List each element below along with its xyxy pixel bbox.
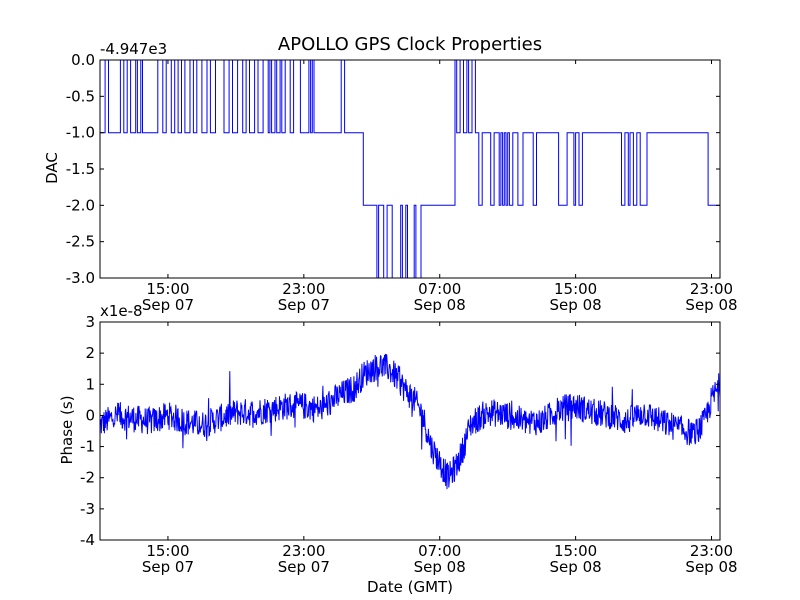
dac-ylabel: DAC bbox=[43, 152, 61, 184]
ytick-label: -2.5 bbox=[66, 233, 95, 251]
xtick-label-date: Sep 08 bbox=[414, 558, 466, 576]
xtick-label-time: 15:00 bbox=[146, 280, 189, 298]
series-line bbox=[100, 353, 720, 490]
ytick-label: -1.5 bbox=[66, 160, 95, 178]
xtick-label-time: 15:00 bbox=[554, 542, 597, 560]
phase-xlabel: Date (GMT) bbox=[367, 578, 453, 596]
xtick-label-date: Sep 08 bbox=[550, 296, 602, 314]
xtick-label-date: Sep 07 bbox=[142, 558, 194, 576]
ytick-label: -4 bbox=[80, 531, 95, 549]
ytick-label: 1 bbox=[85, 375, 95, 393]
xtick-label-date: Sep 08 bbox=[685, 558, 737, 576]
dac-offset-label: -4.947e3 bbox=[100, 40, 167, 58]
dac-plot-area bbox=[100, 60, 720, 278]
xtick-label-date: Sep 08 bbox=[685, 296, 737, 314]
ytick-label: 0 bbox=[85, 406, 95, 424]
ytick-label: 0.0 bbox=[71, 51, 95, 69]
phase-yticks: 3 2 1 0 -1 -2 -3 -4 bbox=[80, 313, 720, 549]
ytick-label: -3 bbox=[80, 500, 95, 518]
phase-ylabel: Phase (s) bbox=[58, 395, 76, 464]
ytick-label: -2 bbox=[80, 469, 95, 487]
xtick-label-date: Sep 07 bbox=[278, 296, 330, 314]
dac-axes: -4.947e3 DAC 0.0 -0.5 -1.0 -1.5 -2.0 -2.5 -3.0… bbox=[43, 40, 738, 314]
xtick-label-date: Sep 07 bbox=[278, 558, 330, 576]
ytick-label: 3 bbox=[85, 313, 95, 331]
phase-offset-label: x1e-8 bbox=[100, 302, 143, 320]
ytick-label: -1 bbox=[80, 438, 95, 456]
xtick-label-time: 23:00 bbox=[690, 280, 733, 298]
xtick-label-time: 23:00 bbox=[690, 542, 733, 560]
xtick-label-date: Sep 08 bbox=[414, 296, 466, 314]
xtick-label-date: Sep 08 bbox=[550, 558, 602, 576]
xtick-label-time: 23:00 bbox=[282, 280, 325, 298]
xtick-label-time: 07:00 bbox=[418, 280, 461, 298]
chart-title: APOLLO GPS Clock Properties bbox=[278, 34, 542, 55]
phase-plot-area bbox=[100, 353, 720, 490]
xtick-label-date: Sep 07 bbox=[142, 296, 194, 314]
xtick-label-time: 15:00 bbox=[554, 280, 597, 298]
ytick-label: -1.0 bbox=[66, 124, 95, 142]
series-line bbox=[100, 60, 720, 278]
xtick-label-time: 15:00 bbox=[146, 542, 189, 560]
phase-frame bbox=[99, 321, 721, 541]
ytick-label: -3.0 bbox=[66, 269, 95, 287]
xtick-label-time: 23:00 bbox=[282, 542, 325, 560]
ytick-label: 2 bbox=[85, 344, 95, 362]
xtick-label-time: 07:00 bbox=[418, 542, 461, 560]
dac-yticks: 0.0 -0.5 -1.0 -1.5 -2.0 -2.5 -3.0 bbox=[66, 51, 720, 287]
ytick-label: -0.5 bbox=[66, 87, 95, 105]
ytick-label: -2.0 bbox=[66, 196, 95, 214]
